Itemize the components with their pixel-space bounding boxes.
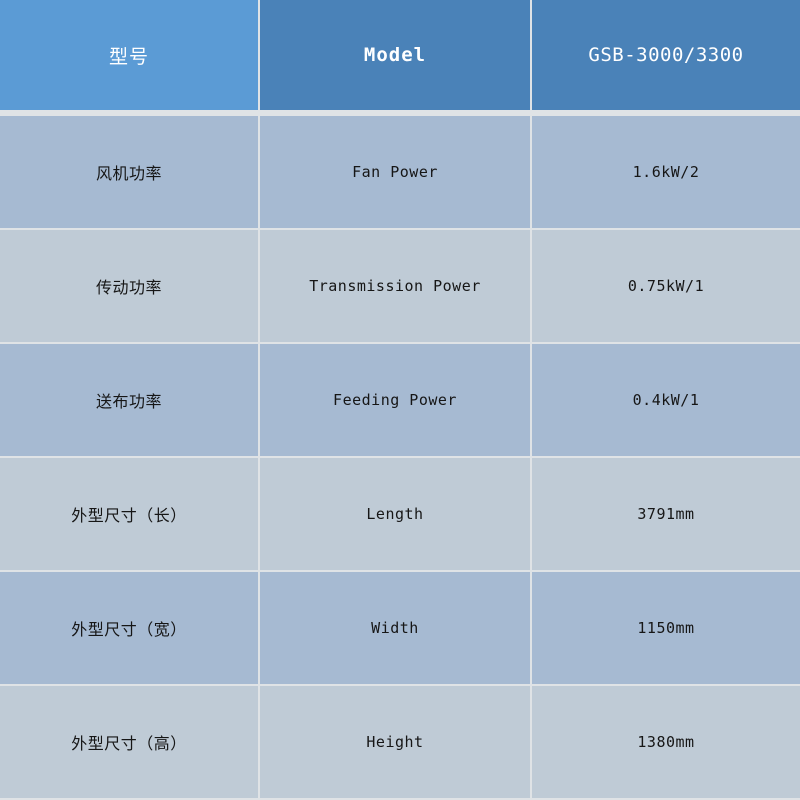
header-cell-model-label: 型号 [0, 0, 258, 110]
row-label-cn: 外型尺寸（高） [0, 686, 258, 798]
table-row: 传动功率 Transmission Power 0.75kW/1 [0, 228, 800, 342]
header-cell-model-english: Model [260, 0, 530, 110]
table-row: 风机功率 Fan Power 1.6kW/2 [0, 114, 800, 228]
row-value: 1380mm [532, 686, 800, 798]
row-label-cn: 风机功率 [0, 116, 258, 228]
row-label-en: Length [260, 458, 530, 570]
row-value-text: 1380mm [637, 733, 695, 751]
row-label-cn-text: 送布功率 [95, 392, 162, 411]
row-label-en: Width [260, 572, 530, 684]
row-label-cn-text: 外型尺寸（宽） [71, 620, 187, 639]
row-label-cn: 送布功率 [0, 344, 258, 456]
row-label-cn: 传动功率 [0, 230, 258, 342]
row-value: 1150mm [532, 572, 800, 684]
row-label-en: Fan Power [260, 116, 530, 228]
header-model-value-text: GSB-3000/3300 [588, 44, 744, 66]
table-body: 风机功率 Fan Power 1.6kW/2 传动功率 Transmission… [0, 114, 800, 800]
row-label-cn-text: 外型尺寸（高） [71, 734, 187, 753]
row-label-en-text: Fan Power [352, 163, 438, 181]
row-label-en-text: Transmission Power [309, 277, 481, 295]
row-value: 3791mm [532, 458, 800, 570]
row-label-en: Height [260, 686, 530, 798]
row-value-text: 0.4kW/1 [632, 391, 700, 409]
row-label-en: Transmission Power [260, 230, 530, 342]
header-model-label-text: 型号 [108, 45, 149, 68]
row-label-en-text: Length [366, 505, 424, 523]
row-value: 1.6kW/2 [532, 116, 800, 228]
row-label-cn: 外型尺寸（长） [0, 458, 258, 570]
table-row-partial: 重 [0, 798, 800, 800]
header-separator [0, 110, 800, 114]
table-row: 外型尺寸（长） Length 3791mm [0, 456, 800, 570]
row-label-cn-text: 传动功率 [95, 278, 162, 297]
row-label-cn-text: 外型尺寸（长） [71, 506, 187, 525]
row-label-en-text: Feeding Power [333, 391, 457, 409]
row-value-text: 0.75kW/1 [627, 277, 705, 295]
row-value-text: 1.6kW/2 [632, 163, 700, 181]
table-row: 送布功率 Feeding Power 0.4kW/1 [0, 342, 800, 456]
table-row: 外型尺寸（高） Height 1380mm [0, 684, 800, 798]
row-label-en-text: Width [371, 619, 419, 637]
header-model-english-text: Model [363, 44, 427, 66]
table-header-row: 型号 Model GSB-3000/3300 [0, 0, 800, 110]
header-cell-model-value: GSB-3000/3300 [532, 0, 800, 110]
row-value: 0.4kW/1 [532, 344, 800, 456]
row-label-en-text: Height [366, 733, 424, 751]
row-label-en: Feeding Power [260, 344, 530, 456]
row-value-text: 1150mm [637, 619, 695, 637]
table-row: 外型尺寸（宽） Width 1150mm [0, 570, 800, 684]
row-label-cn-text: 风机功率 [95, 164, 162, 183]
row-value-text: 3791mm [637, 505, 695, 523]
row-value: 0.75kW/1 [532, 230, 800, 342]
row-label-cn: 外型尺寸（宽） [0, 572, 258, 684]
